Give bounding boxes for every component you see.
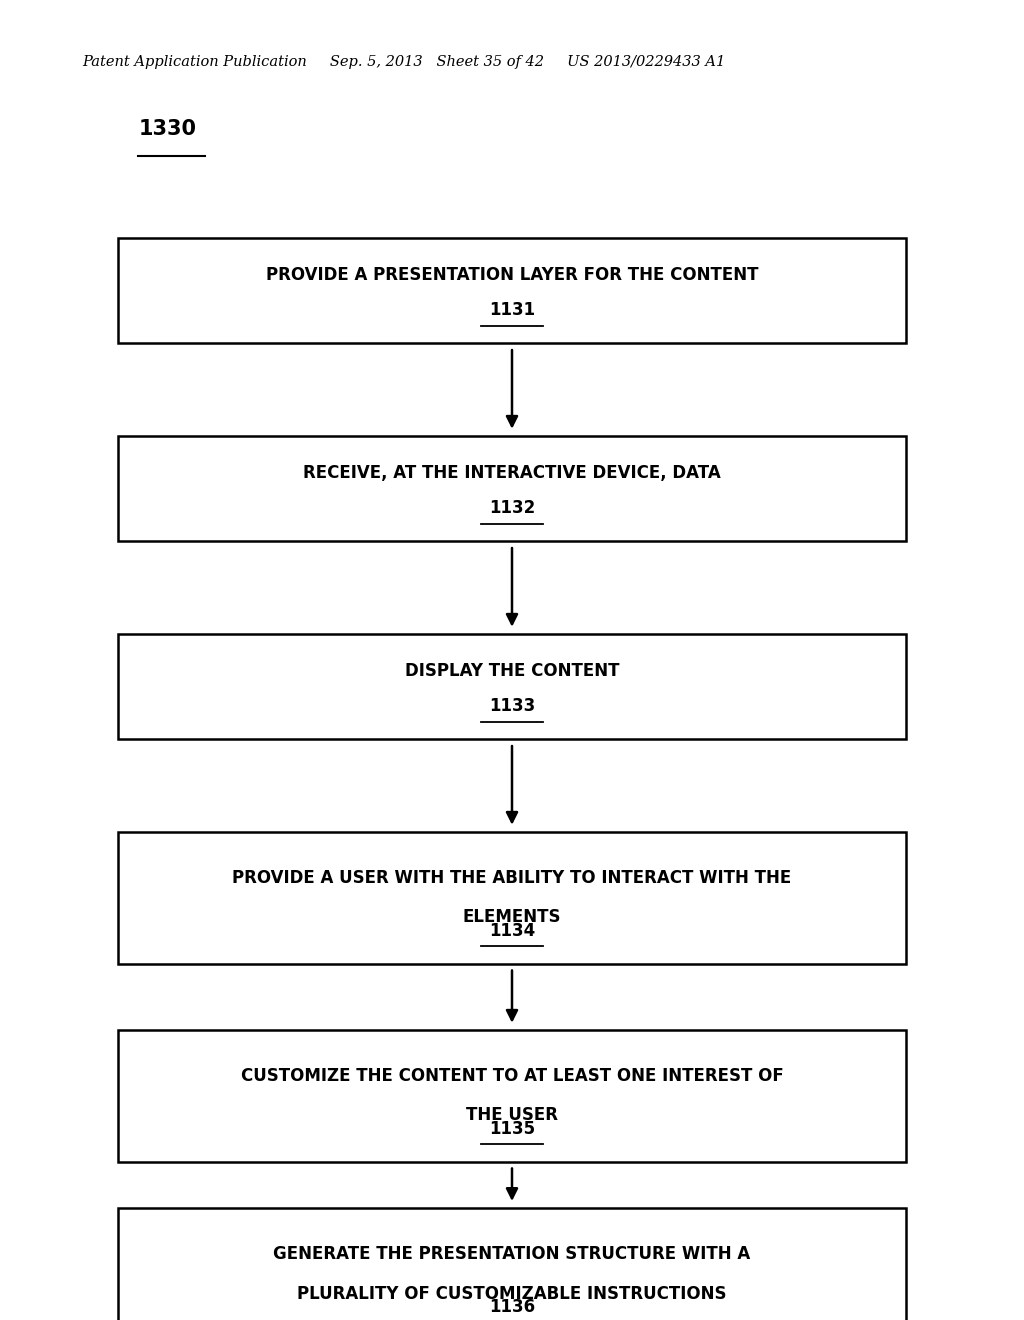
Text: 1133: 1133 <box>488 697 536 715</box>
Text: PROVIDE A USER WITH THE ABILITY TO INTERACT WITH THE: PROVIDE A USER WITH THE ABILITY TO INTER… <box>232 869 792 887</box>
Bar <box>118 832 906 964</box>
Text: 1330: 1330 <box>138 119 197 139</box>
Bar <box>118 1030 906 1162</box>
Text: 1136: 1136 <box>488 1298 536 1316</box>
Text: THE USER: THE USER <box>466 1106 558 1125</box>
Text: RECEIVE, AT THE INTERACTIVE DEVICE, DATA: RECEIVE, AT THE INTERACTIVE DEVICE, DATA <box>303 463 721 482</box>
Text: DISPLAY THE CONTENT: DISPLAY THE CONTENT <box>404 661 620 680</box>
Bar <box>118 238 906 343</box>
Bar <box>118 634 906 739</box>
Text: PROVIDE A PRESENTATION LAYER FOR THE CONTENT: PROVIDE A PRESENTATION LAYER FOR THE CON… <box>266 265 758 284</box>
Text: ELEMENTS: ELEMENTS <box>463 908 561 927</box>
Bar <box>118 1208 906 1320</box>
Text: PLURALITY OF CUSTOMIZABLE INSTRUCTIONS: PLURALITY OF CUSTOMIZABLE INSTRUCTIONS <box>297 1284 727 1303</box>
Text: CUSTOMIZE THE CONTENT TO AT LEAST ONE INTEREST OF: CUSTOMIZE THE CONTENT TO AT LEAST ONE IN… <box>241 1067 783 1085</box>
Text: 1132: 1132 <box>488 499 536 517</box>
Text: 1135: 1135 <box>488 1119 536 1138</box>
Text: 1131: 1131 <box>488 301 536 319</box>
Text: GENERATE THE PRESENTATION STRUCTURE WITH A: GENERATE THE PRESENTATION STRUCTURE WITH… <box>273 1245 751 1263</box>
Text: Patent Application Publication     Sep. 5, 2013   Sheet 35 of 42     US 2013/022: Patent Application Publication Sep. 5, 2… <box>82 55 725 70</box>
Text: 1134: 1134 <box>488 921 536 940</box>
Bar <box>118 436 906 541</box>
